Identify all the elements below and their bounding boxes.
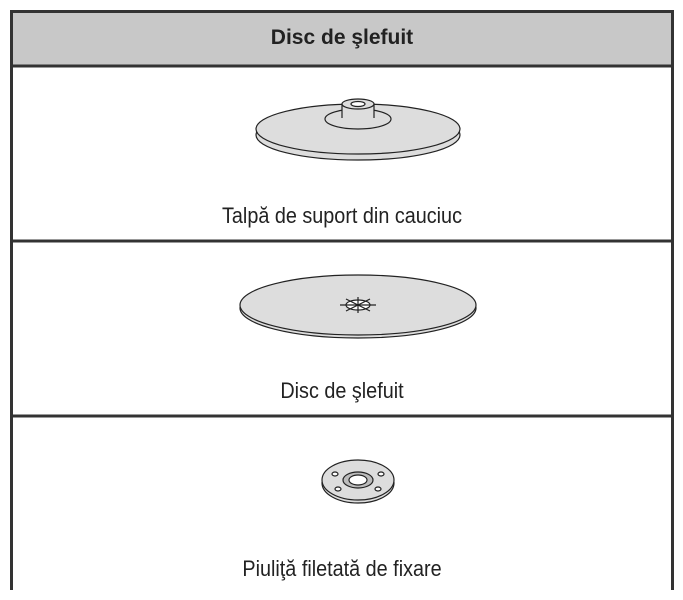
backing-pad-illustration [255, 98, 461, 161]
parts-table: Disc de şlefuit Talpă de suport din cauc… [10, 10, 674, 600]
clamping-nut-illustration [321, 459, 395, 504]
row-label: Talpă de suport din cauciuc [222, 203, 462, 228]
row-label: Piuliţă filetată de fixare [242, 556, 442, 581]
header-background [10, 10, 674, 66]
header-title: Disc de şlefuit [270, 26, 414, 49]
sanding-disc-illustration [239, 274, 477, 339]
row-label: Disc de şlefuit [280, 378, 404, 403]
table-frame [10, 10, 674, 590]
